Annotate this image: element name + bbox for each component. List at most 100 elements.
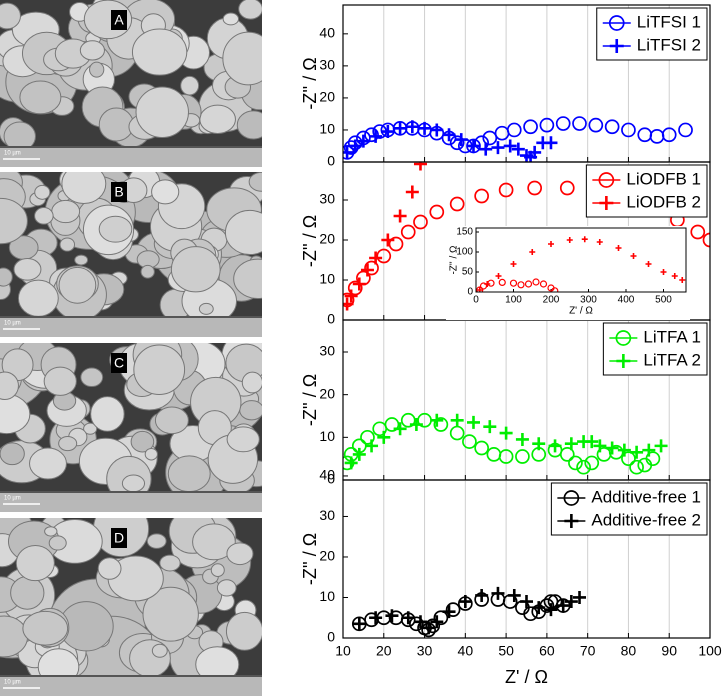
particle [198, 302, 214, 315]
x-tick-label: 30 [417, 643, 433, 659]
particle [89, 61, 105, 78]
marker-plus [510, 261, 517, 267]
current-collector [0, 492, 262, 512]
marker-plus [381, 233, 395, 247]
y-tick-label: 40 [319, 467, 335, 483]
marker-plus [548, 241, 554, 247]
marker-circle [559, 180, 575, 196]
marker-plus [507, 588, 521, 602]
marker-plus [352, 617, 366, 631]
marker-plus [529, 249, 536, 255]
marker-plus [348, 139, 362, 153]
series [343, 412, 661, 475]
y-tick-label: 0 [327, 629, 335, 645]
marker-plus [605, 441, 619, 455]
plot-area [476, 236, 686, 292]
marker-plus [430, 123, 444, 137]
legend-label: LiTFSI 2 [637, 35, 701, 54]
marker-plus [491, 586, 505, 600]
x-tick-label: 300 [580, 295, 597, 306]
sem-content [0, 172, 262, 337]
marker-circle [486, 447, 502, 462]
marker-plus [369, 129, 383, 143]
marker-plus [609, 39, 624, 53]
sem-content [0, 518, 262, 696]
y-tick-label: 20 [319, 231, 335, 247]
marker-circle [413, 214, 428, 230]
scale-bar-label: 10 µm [4, 321, 21, 327]
particle [239, 400, 262, 421]
y-tick-label: 0 [327, 153, 335, 169]
particle [131, 28, 188, 76]
x-tick-label: 0 [473, 295, 479, 306]
marker-plus [352, 447, 366, 461]
particle [121, 474, 146, 493]
sem-image: B 10 µm [0, 172, 262, 337]
marker-plus [442, 605, 456, 619]
marker-plus [393, 209, 407, 223]
particle [248, 172, 262, 192]
legend-label: LiODFB 2 [626, 192, 701, 211]
chart-panel: 0 10 20 30 40 -Z'' / Ω LiTFSI 1 LiTFSI 2 [300, 4, 711, 169]
particle [236, 110, 262, 140]
sem-image: D 10 µm [0, 518, 262, 696]
marker-circle [572, 116, 587, 131]
y-tick-label: 40 [319, 25, 335, 41]
marker-plus [544, 136, 558, 150]
particle [192, 523, 236, 561]
marker-plus [617, 443, 631, 457]
y-tick-label: 20 [319, 89, 335, 105]
marker-circle [449, 425, 465, 441]
marker-plus [564, 595, 578, 609]
particle [13, 258, 42, 281]
marker-circle [702, 232, 710, 248]
marker-circle [551, 287, 559, 292]
marker-circle [555, 116, 571, 131]
marker-plus [381, 125, 395, 139]
marker-plus [450, 413, 464, 427]
particle [0, 267, 13, 287]
legend-label: Additive-free 2 [591, 510, 701, 529]
particle [151, 179, 180, 205]
marker-circle [343, 140, 359, 155]
marker-plus [515, 432, 529, 446]
particle [44, 526, 58, 537]
y-tick-label: 30 [319, 343, 335, 359]
marker-plus [593, 439, 607, 453]
marker-circle [637, 127, 653, 143]
x-tick-label: 10 [335, 643, 351, 659]
x-tick-label: 80 [621, 643, 637, 659]
marker-plus [418, 121, 432, 135]
plot-area [343, 116, 693, 162]
marker-plus [343, 297, 354, 311]
marker-plus [365, 439, 379, 453]
marker-circle [690, 224, 706, 240]
marker-circle [532, 278, 540, 286]
particle [51, 199, 81, 224]
marker-plus [458, 595, 472, 609]
panel-label: D [114, 530, 124, 546]
y-tick-label: 10 [319, 271, 335, 287]
particle [170, 246, 221, 293]
particle [180, 75, 200, 96]
marker-plus [615, 245, 622, 251]
marker-plus [599, 196, 614, 210]
plot-area [343, 412, 668, 475]
legend-label: LiODFB 1 [626, 169, 701, 188]
y-tick-label: 20 [319, 385, 335, 401]
marker-plus [564, 437, 578, 451]
marker-plus [360, 263, 374, 277]
particle [222, 31, 262, 86]
marker-plus [356, 134, 370, 148]
particle [17, 279, 59, 317]
marker-circle [347, 280, 363, 296]
particle [226, 542, 254, 566]
particle [83, 422, 98, 435]
marker-circle [559, 447, 575, 462]
particle [135, 86, 189, 139]
particle [151, 643, 168, 658]
particle [140, 264, 155, 279]
marker-circle [498, 182, 514, 198]
marker-circle [539, 598, 555, 613]
particle [233, 258, 262, 300]
